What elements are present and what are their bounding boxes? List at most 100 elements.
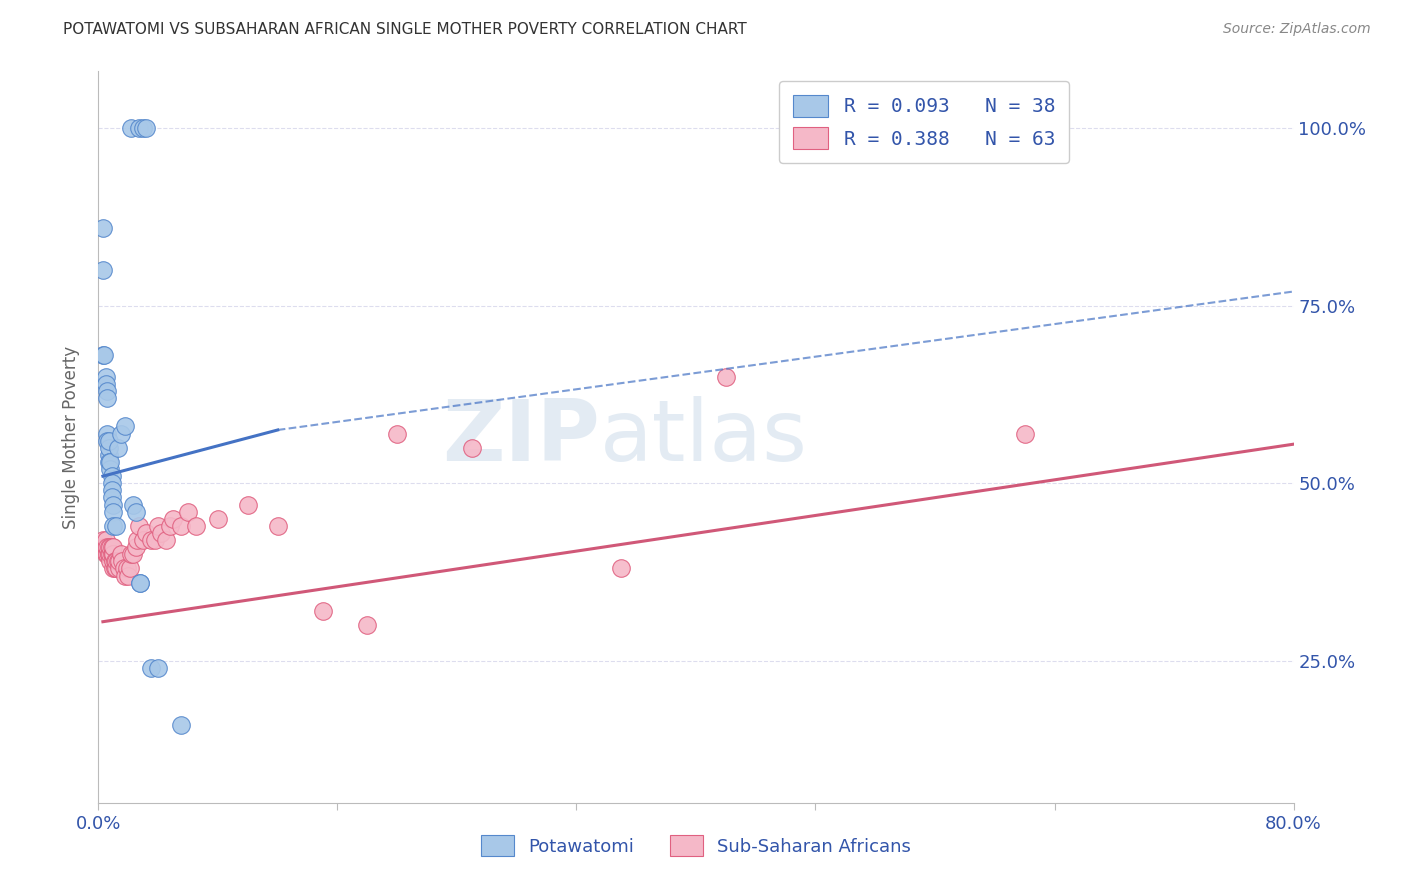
Point [107, 554, 129, 568]
Point [97, 448, 120, 462]
Point [104, 561, 127, 575]
Point [97, 441, 120, 455]
Point [96, 391, 118, 405]
Point [98, 455, 122, 469]
Point [150, 525, 173, 540]
Point [121, 547, 143, 561]
Point [132, 121, 155, 136]
Text: POTAWATOMI VS SUBSAHARAN AFRICAN SINGLE MOTHER POVERTY CORRELATION CHART: POTAWATOMI VS SUBSAHARAN AFRICAN SINGLE … [63, 22, 747, 37]
Point [104, 554, 127, 568]
Point [118, 561, 141, 575]
Y-axis label: Single Mother Poverty: Single Mother Poverty [62, 345, 80, 529]
Point [177, 505, 200, 519]
Point [135, 525, 157, 540]
Point [714, 369, 737, 384]
Point [97, 455, 120, 469]
Point [97, 547, 120, 561]
Point [1014, 426, 1036, 441]
Point [984, 121, 1007, 136]
Point [105, 519, 128, 533]
Point [101, 540, 124, 554]
Point [108, 554, 131, 568]
Point [96, 547, 118, 561]
Point [94, 533, 117, 547]
Point [94, 547, 117, 561]
Point [105, 554, 128, 568]
Point [103, 498, 125, 512]
Point [159, 519, 181, 533]
Point [125, 505, 148, 519]
Point [110, 426, 132, 441]
Text: atlas: atlas [600, 395, 808, 479]
Point [103, 554, 125, 568]
Point [111, 554, 134, 568]
Point [115, 561, 138, 575]
Point [94, 369, 117, 384]
Point [97, 434, 120, 448]
Point [98, 547, 122, 561]
Point [385, 426, 409, 441]
Point [96, 540, 118, 554]
Point [356, 618, 378, 632]
Point [114, 419, 136, 434]
Point [103, 561, 125, 575]
Point [110, 547, 132, 561]
Point [103, 547, 125, 561]
Point [98, 554, 122, 568]
Point [169, 717, 191, 731]
Point [143, 533, 166, 547]
Point [311, 604, 333, 618]
Point [103, 519, 125, 533]
Point [101, 491, 124, 505]
Point [236, 498, 259, 512]
Point [610, 561, 633, 575]
Point [139, 661, 162, 675]
Point [93, 348, 115, 362]
Legend: Potawatomi, Sub-Saharan Africans: Potawatomi, Sub-Saharan Africans [470, 824, 922, 867]
Point [267, 519, 290, 533]
Point [105, 561, 128, 575]
Point [125, 540, 148, 554]
Point [97, 540, 120, 554]
Point [112, 561, 135, 575]
Point [114, 568, 136, 582]
Point [169, 519, 191, 533]
Point [132, 533, 155, 547]
Point [103, 547, 125, 561]
Point [120, 547, 142, 561]
Point [108, 561, 131, 575]
Point [101, 483, 124, 498]
Point [148, 519, 170, 533]
Point [98, 540, 122, 554]
Point [97, 547, 120, 561]
Point [101, 469, 124, 483]
Point [94, 376, 117, 391]
Point [107, 441, 129, 455]
Text: Source: ZipAtlas.com: Source: ZipAtlas.com [1223, 22, 1371, 37]
Point [101, 476, 124, 491]
Point [91, 220, 114, 235]
Point [184, 519, 207, 533]
Point [91, 263, 114, 277]
Point [129, 575, 152, 590]
Point [96, 434, 118, 448]
Point [117, 568, 139, 582]
Point [129, 575, 152, 590]
Point [148, 661, 170, 675]
Point [908, 121, 931, 136]
Point [127, 533, 149, 547]
Point [96, 426, 118, 441]
Point [128, 121, 150, 136]
Point [93, 540, 115, 554]
Point [461, 441, 484, 455]
Point [103, 540, 125, 554]
Point [103, 505, 125, 519]
Point [91, 348, 114, 362]
Point [121, 498, 143, 512]
Point [94, 540, 117, 554]
Point [120, 121, 142, 136]
Point [207, 512, 229, 526]
Point [101, 547, 124, 561]
Point [155, 533, 177, 547]
Point [91, 533, 114, 547]
